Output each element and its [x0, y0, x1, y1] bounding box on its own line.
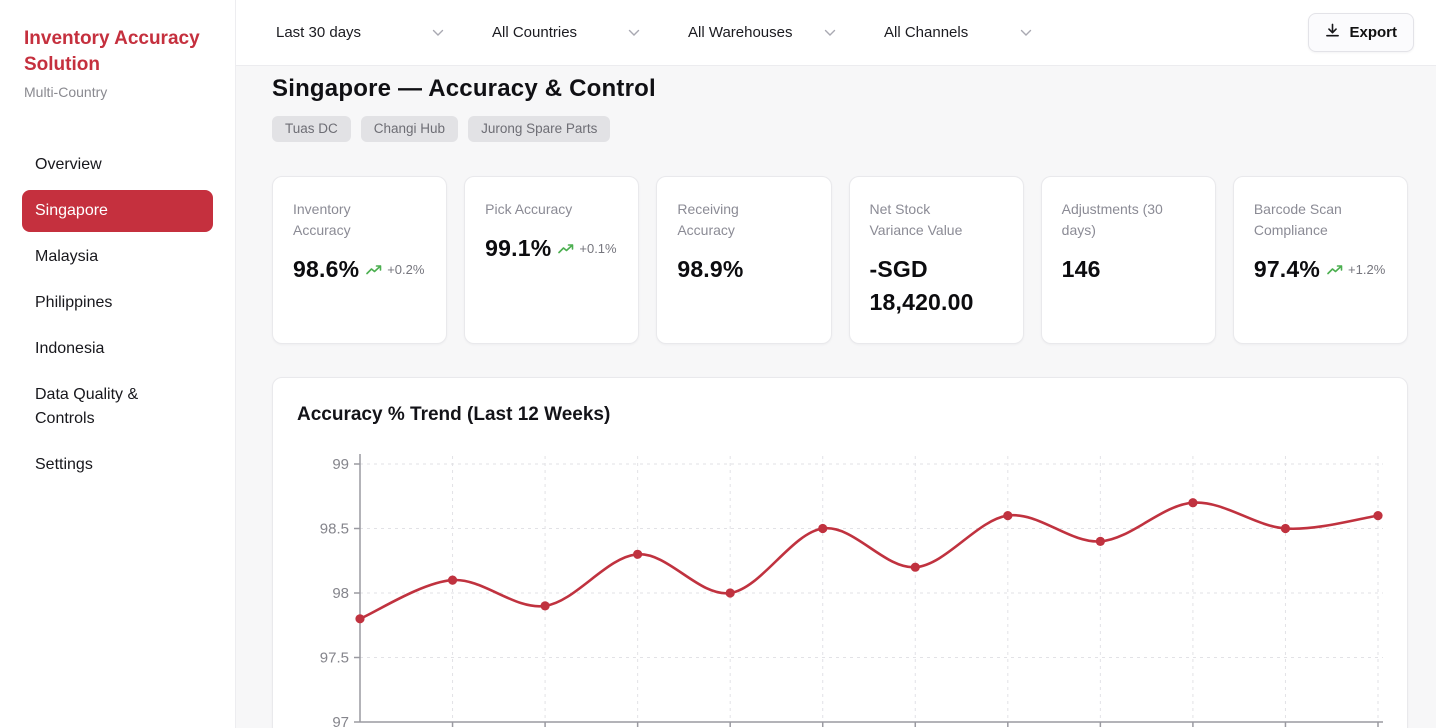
chart-point[interactable]	[1095, 536, 1105, 546]
kpi-label: Inventory Accuracy	[293, 201, 351, 238]
filter-warehouse[interactable]: All Warehouses	[688, 24, 836, 41]
y-axis-tick-label: 98	[332, 585, 349, 602]
chip-jurong-spare-parts: Jurong Spare Parts	[468, 116, 611, 142]
chip-tuas-dc: Tuas DC	[272, 116, 351, 142]
sidebar-item-overview[interactable]: Overview	[35, 156, 102, 174]
sidebar-item-data-quality-controls[interactable]: Data Quality & Controls	[35, 386, 139, 428]
kpi-delta-text: +0.1%	[579, 241, 617, 257]
kpi-value: 146	[1061, 256, 1101, 282]
kpi-card-barcode-scan-compliance: Barcode Scan Compliance 97.4% +1.2%	[1232, 176, 1408, 344]
topbar: Last 30 days All Countries All Warehouse…	[236, 0, 1436, 66]
kpi-label: Net Stock Variance Value	[869, 201, 963, 238]
kpi-label: Adjustments (30 days)	[1061, 201, 1163, 238]
chart-point[interactable]	[1280, 523, 1291, 534]
accuracy-trend-line	[358, 501, 1380, 621]
kpi-card-pick-accuracy: Pick Accuracy 99.1% +0.1%	[464, 176, 640, 344]
filter-country[interactable]: All Countries	[492, 24, 640, 41]
kpi-label: Barcode Scan Compliance	[1253, 201, 1342, 238]
filter-date-range[interactable]: Last 30 days	[276, 24, 444, 41]
sidebar-item-malaysia[interactable]: Malaysia	[35, 248, 99, 266]
kpi-delta: +0.2%	[366, 262, 424, 277]
kpi-card-inventory-accuracy: Inventory Accuracy 98.6% +0.2%	[272, 176, 448, 344]
y-axis-tick-label: 99	[332, 456, 349, 473]
kpi-card-net-stock-variance: Net Stock Variance Value -SGD 18,420.00	[848, 176, 1024, 344]
filter-warehouse-value: All Warehouses	[688, 24, 793, 41]
filter-channel-value: All Channels	[884, 24, 969, 41]
trend-up-icon	[366, 264, 383, 276]
kpi-delta: +1.2%	[1327, 262, 1385, 277]
chart-point[interactable]	[1373, 511, 1383, 521]
sidebar: Inventory Accuracy Solution Multi-Countr…	[0, 0, 236, 728]
chart-point[interactable]	[633, 549, 643, 559]
filter-country-value: All Countries	[492, 24, 578, 41]
filter-channel[interactable]: All Channels	[884, 24, 1032, 41]
accuracy-trend-card: Accuracy % Trend (Last 12 Weeks) 97 97.5 9…	[272, 377, 1408, 728]
page-title: Singapore — Accuracy & Control	[272, 75, 656, 102]
sidebar-item-singapore[interactable]: Singapore	[22, 190, 213, 233]
chip-changi-hub: Changi Hub	[360, 116, 459, 142]
kpi-delta: +0.1%	[558, 241, 617, 257]
chart-title: Accuracy % Trend (Last 12 Weeks)	[297, 404, 611, 425]
export-button[interactable]: Export	[1308, 13, 1414, 52]
filter-date-range-value: Last 30 days	[276, 24, 362, 41]
chevron-down-icon	[628, 29, 640, 37]
sidebar-nav: Overview Singapore Malaysia Philippines …	[22, 144, 213, 486]
kpi-label: Receiving Accuracy	[677, 201, 739, 238]
kpi-card-receiving-accuracy: Receiving Accuracy 98.9%	[656, 176, 832, 344]
kpi-value: 98.9%	[677, 256, 744, 282]
chart-point[interactable]	[818, 523, 828, 534]
kpi-value: 97.4%	[1253, 256, 1321, 282]
chevron-down-icon	[824, 29, 836, 37]
kpi-delta-text: +1.2%	[1348, 262, 1386, 278]
y-axis-tick-label: 97.5	[320, 650, 349, 667]
kpi-label: Pick Accuracy	[485, 201, 573, 217]
kpi-delta-text: +0.2%	[387, 262, 425, 278]
warehouse-chips: Tuas DC Changi Hub Jurong Spare Parts	[272, 116, 1408, 142]
app-title: Inventory Accuracy Solution	[24, 28, 200, 75]
trend-up-icon	[558, 243, 575, 255]
chart-point[interactable]	[910, 562, 920, 572]
kpi-row: Inventory Accuracy 98.6% +0.2% Pick Accu…	[272, 176, 1408, 344]
download-icon	[1325, 23, 1340, 42]
chevron-down-icon	[432, 29, 444, 37]
kpi-value: -SGD 18,420.00	[869, 256, 974, 316]
y-axis-tick-label: 98.5	[320, 521, 349, 538]
app-subtitle: Multi-Country	[24, 84, 108, 101]
chart-point[interactable]	[447, 575, 458, 585]
chart-point[interactable]	[725, 588, 735, 598]
kpi-card-adjustments: Adjustments (30 days) 146	[1040, 176, 1216, 344]
y-axis-tick-label: 97	[332, 714, 349, 728]
chart-point[interactable]	[355, 614, 365, 624]
trend-up-icon	[1327, 264, 1344, 276]
kpi-value: 99.1%	[485, 235, 552, 261]
sidebar-item-settings[interactable]: Settings	[35, 456, 93, 474]
chart-point[interactable]	[1188, 498, 1198, 508]
kpi-value: 98.6%	[293, 256, 360, 282]
accuracy-trend-chart-area: 97 97.5 98 98.5 99	[297, 448, 1383, 728]
export-button-label: Export	[1349, 24, 1397, 41]
chart-point[interactable]	[540, 601, 550, 611]
chart-point[interactable]	[1003, 511, 1013, 521]
sidebar-item-indonesia[interactable]: Indonesia	[35, 340, 105, 358]
accuracy-trend-chart: 97 97.5 98 98.5 99	[320, 454, 1383, 728]
main-content: Singapore — Accuracy & Control Tuas DC C…	[236, 66, 1436, 728]
sidebar-item-philippines[interactable]: Philippines	[35, 294, 113, 312]
chevron-down-icon	[1020, 29, 1032, 37]
